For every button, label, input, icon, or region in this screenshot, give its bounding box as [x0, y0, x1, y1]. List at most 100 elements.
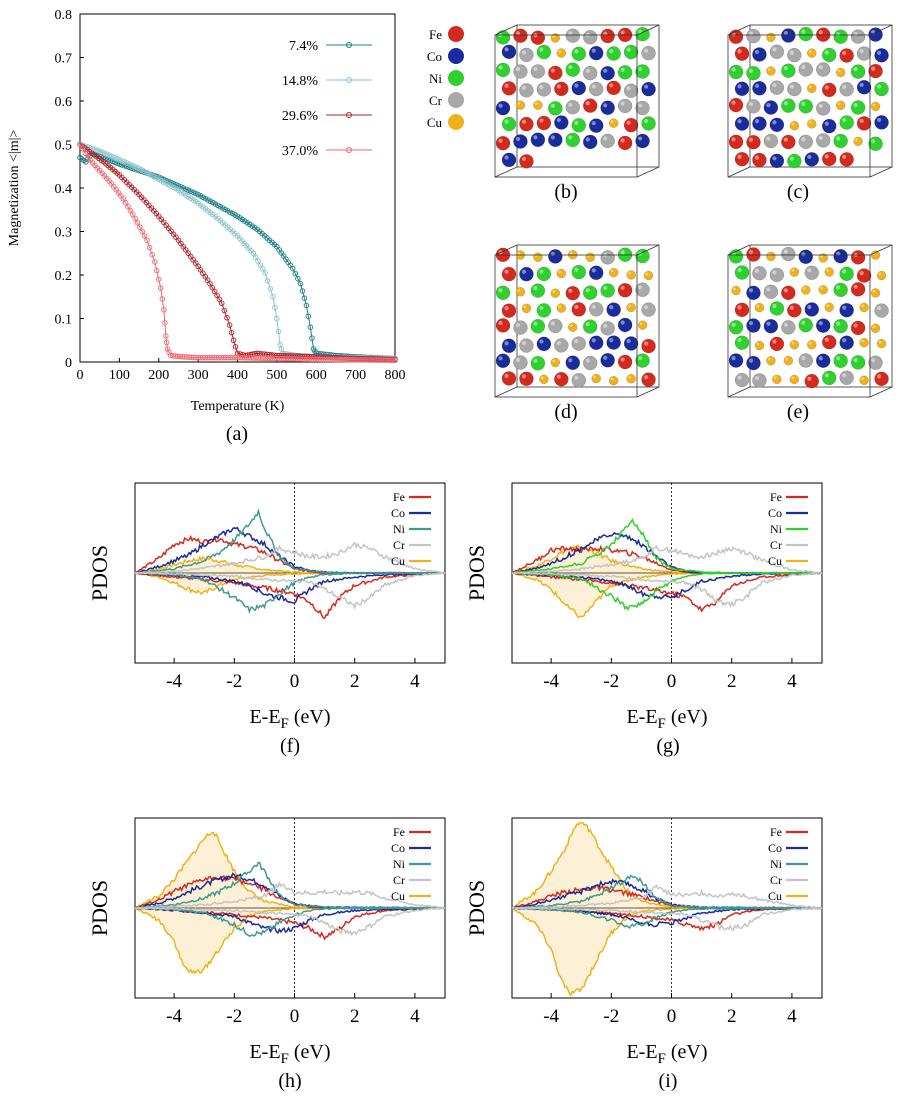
atom-highlight	[568, 31, 573, 36]
atom-highlight	[731, 137, 736, 142]
data-point	[250, 250, 256, 256]
atom-highlight	[585, 288, 590, 293]
atom-highlight	[772, 303, 777, 309]
atom-Cu	[789, 120, 800, 131]
atom-highlight	[754, 49, 760, 55]
cell-edge	[494, 24, 518, 36]
atom-Co	[600, 353, 615, 368]
atom-Cu	[608, 118, 619, 128]
atom-Fe	[734, 46, 750, 61]
atom-Co	[734, 81, 750, 97]
legend-label: Fe	[770, 825, 782, 839]
atom-highlight	[498, 65, 503, 70]
data-point	[272, 304, 278, 311]
x-tick-label: 800	[385, 368, 406, 383]
atom-highlight	[871, 139, 876, 144]
atom-Cr	[530, 64, 546, 79]
atom-Fe	[495, 135, 511, 151]
series-Ni	[511, 517, 823, 611]
atom-Ni	[635, 64, 650, 79]
series-fill-up	[512, 545, 822, 574]
atom-highlight	[603, 285, 608, 291]
atom-Cu	[550, 33, 561, 43]
atom-highlight	[504, 83, 509, 89]
atom-Ni	[571, 264, 587, 280]
data-point	[218, 300, 225, 307]
legend-label: 7.4%	[289, 39, 319, 54]
atom-Fe	[519, 154, 534, 169]
atom-highlight	[824, 121, 829, 126]
y-tick-label: 0	[65, 356, 72, 371]
atom-highlight	[853, 102, 858, 108]
atom-Co	[763, 100, 779, 115]
atom-highlight	[556, 117, 561, 123]
atom-Fe	[874, 371, 889, 387]
atom-highlight	[610, 269, 614, 273]
atom-Co	[781, 28, 796, 43]
atom-Fe	[530, 30, 546, 45]
atom-Cu	[870, 250, 881, 260]
atom-highlight	[593, 375, 596, 379]
atom-Cr	[769, 44, 785, 60]
atom-highlight	[754, 375, 760, 381]
atom-highlight	[801, 320, 806, 325]
atom-Ni	[728, 64, 744, 80]
data-point	[137, 224, 143, 230]
x-axis-label: E-EF (eV)	[249, 1041, 330, 1067]
atom-highlight	[504, 341, 509, 346]
cell-edge	[494, 244, 518, 256]
atom-Fe	[617, 135, 633, 151]
data-point	[159, 296, 166, 302]
atom-highlight	[521, 85, 527, 90]
atom-highlight	[568, 288, 573, 293]
atom-highlight	[534, 102, 538, 105]
atom-highlight	[628, 375, 631, 379]
atom-Fe	[728, 97, 744, 113]
legend-label: Cu	[768, 554, 782, 568]
atom-Ni	[495, 30, 511, 45]
atom-highlight	[878, 340, 882, 344]
atom-Ni	[565, 62, 581, 77]
atom-Co	[501, 152, 517, 168]
atom-Co	[856, 80, 872, 95]
atom-Cu	[591, 373, 601, 384]
atom-Cr	[798, 134, 814, 150]
pdos-panel-g: -4 -2 0 2 4 E-EF (eV) PDOS Fe Co Ni Cr Cu	[464, 482, 823, 732]
x-tick-label: 4	[787, 1006, 797, 1027]
x-tick-label: 4	[410, 1006, 420, 1027]
x-tick-label: -4	[166, 1006, 182, 1027]
atom-Fe	[728, 134, 744, 150]
atom-highlight	[766, 136, 771, 141]
atom-highlight	[628, 304, 631, 308]
atom-Cr	[536, 82, 552, 97]
atom-highlight	[504, 155, 509, 160]
series-line-down	[511, 571, 823, 611]
plot-frame	[79, 13, 396, 363]
atom-highlight	[737, 267, 742, 273]
data-point	[226, 322, 233, 328]
atom-Fe	[606, 80, 621, 96]
atom-Cu	[556, 268, 567, 279]
atom-highlight	[837, 69, 841, 73]
series-line-down	[134, 571, 446, 610]
atom-highlight	[731, 67, 736, 72]
atom-Co	[588, 265, 604, 281]
panel-label: (f)	[280, 735, 300, 757]
atom-highlight	[626, 86, 631, 91]
atom-highlight	[644, 48, 649, 53]
x-tick-label: -2	[226, 1006, 242, 1027]
panel-label: (h)	[278, 1070, 301, 1092]
atom-highlight	[644, 341, 649, 346]
atom-Co	[815, 318, 831, 333]
y-axis-label: Magnetization <|m|>	[7, 130, 22, 247]
atom-Fe	[536, 115, 552, 131]
atom-Cu	[521, 303, 532, 314]
atom-highlight	[836, 321, 841, 326]
data-point	[164, 346, 171, 352]
atom-highlight	[773, 376, 777, 380]
atom-highlight	[859, 118, 864, 124]
series-37.0%: 37.0%	[77, 141, 398, 364]
x-tick-label: -4	[543, 1006, 559, 1027]
atom-Ni	[617, 65, 633, 80]
x-tick-label: -2	[603, 1006, 619, 1027]
